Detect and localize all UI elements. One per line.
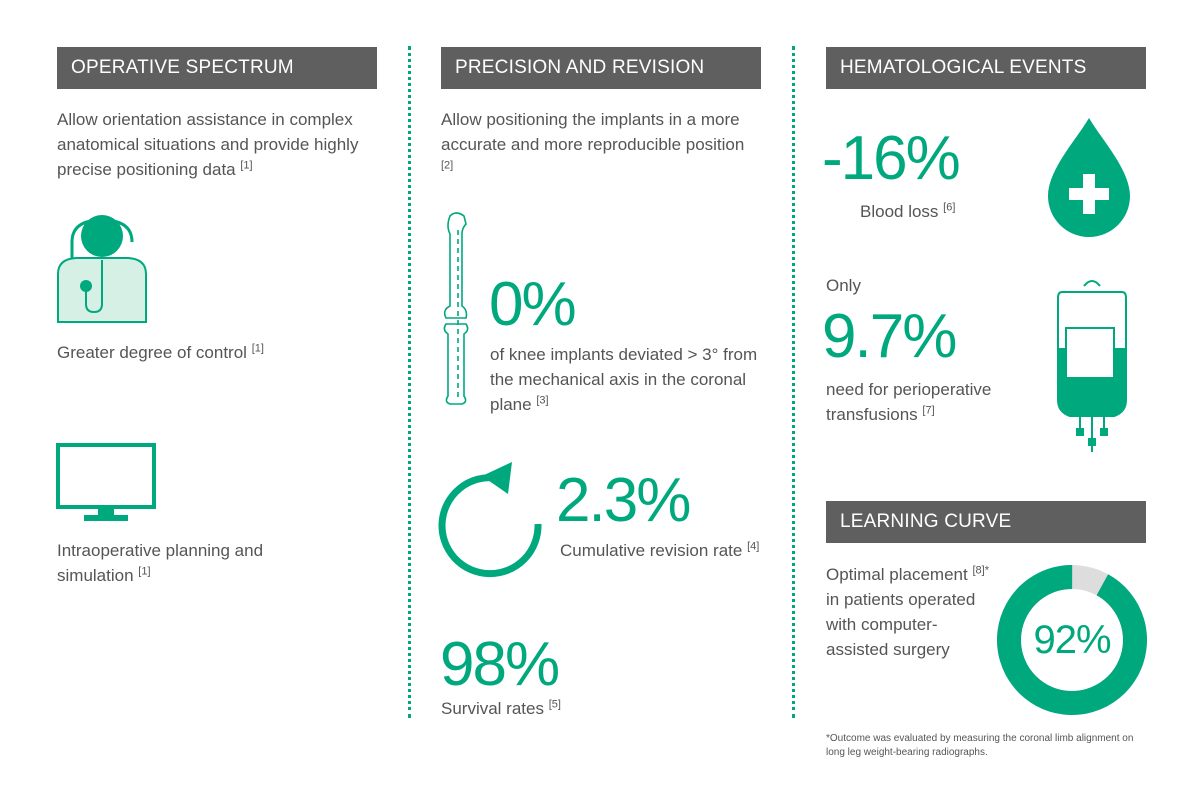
- operative-spectrum-header: OPERATIVE SPECTRUM: [57, 47, 377, 89]
- deviation-value: 0%: [489, 270, 577, 339]
- hematological-header: HEMATOLOGICAL EVENTS: [826, 47, 1146, 89]
- blood-loss-label: Blood loss: [860, 202, 939, 221]
- learning-desc-ref: [8]*: [972, 564, 989, 577]
- only-label: Only: [826, 276, 861, 295]
- revision-ref: [4]: [747, 540, 760, 553]
- control-text: Greater degree of control [1]: [57, 340, 377, 365]
- column-divider-left: [408, 46, 411, 718]
- leg-bones-icon: [443, 212, 469, 405]
- learning-curve-header: LEARNING CURVE: [826, 501, 1146, 543]
- deviation-text: of knee implants deviated > 3° from the …: [490, 342, 760, 417]
- precision-intro-text: Allow positioning the implants in a more…: [441, 110, 745, 154]
- blood-loss-value: -16%: [822, 124, 961, 193]
- transfusion-text: need for perioperative transfusions [7]: [826, 377, 1016, 427]
- donut-value: 92%: [1033, 618, 1111, 662]
- operative-intro-text: Allow orientation assistance in complex …: [57, 110, 359, 179]
- operative-intro-ref: [1]: [240, 159, 253, 172]
- precision-intro: Allow positioning the implants in a more…: [441, 107, 761, 182]
- blood-bag-icon: [1057, 280, 1127, 452]
- surgeon-icon: [57, 215, 147, 323]
- precision-header: PRECISION AND REVISION RATES: [441, 47, 761, 120]
- learning-desc-a: Optimal placement: [826, 565, 968, 584]
- deviation-ref: [3]: [536, 394, 549, 407]
- survival-label: Survival rates: [441, 699, 544, 718]
- survival-ref: [5]: [548, 698, 561, 711]
- deviation-label: of knee implants deviated > 3° from the …: [490, 345, 758, 414]
- column-divider-right: [792, 46, 795, 718]
- blood-drop-plus-icon: [1048, 118, 1130, 237]
- revision-text: Cumulative revision rate [4]: [560, 538, 760, 563]
- control-label: Greater degree of control: [57, 343, 247, 362]
- planning-label: Intraoperative planning and simulation: [57, 541, 264, 585]
- revision-label: Cumulative revision rate: [560, 541, 743, 560]
- precision-intro-ref: [2]: [441, 159, 454, 172]
- monitor-icon: [56, 443, 156, 521]
- survival-text: Survival rates [5]: [441, 696, 741, 721]
- transfusion-value: 9.7%: [822, 302, 957, 371]
- transfusion-ref: [7]: [922, 404, 935, 417]
- transfusion-label: need for perioperative transfusions: [826, 380, 992, 424]
- revision-arrow-icon: [438, 462, 542, 578]
- learning-donut: [997, 565, 1147, 715]
- planning-text: Intraoperative planning and simulation […: [57, 538, 317, 588]
- learning-desc-b: in patients operated with computer-assis…: [826, 590, 976, 659]
- revision-value: 2.3%: [556, 466, 691, 535]
- operative-intro: Allow orientation assistance in complex …: [57, 107, 387, 182]
- blood-loss-text: Blood loss [6]: [860, 199, 1020, 224]
- planning-ref: [1]: [138, 565, 151, 578]
- control-ref: [1]: [251, 342, 264, 355]
- blood-loss-ref: [6]: [943, 201, 956, 214]
- survival-value: 98%: [440, 630, 560, 699]
- learning-text: Optimal placement [8]* in patients opera…: [826, 562, 994, 662]
- learning-footnote: *Outcome was evaluated by measuring the …: [826, 733, 1134, 758]
